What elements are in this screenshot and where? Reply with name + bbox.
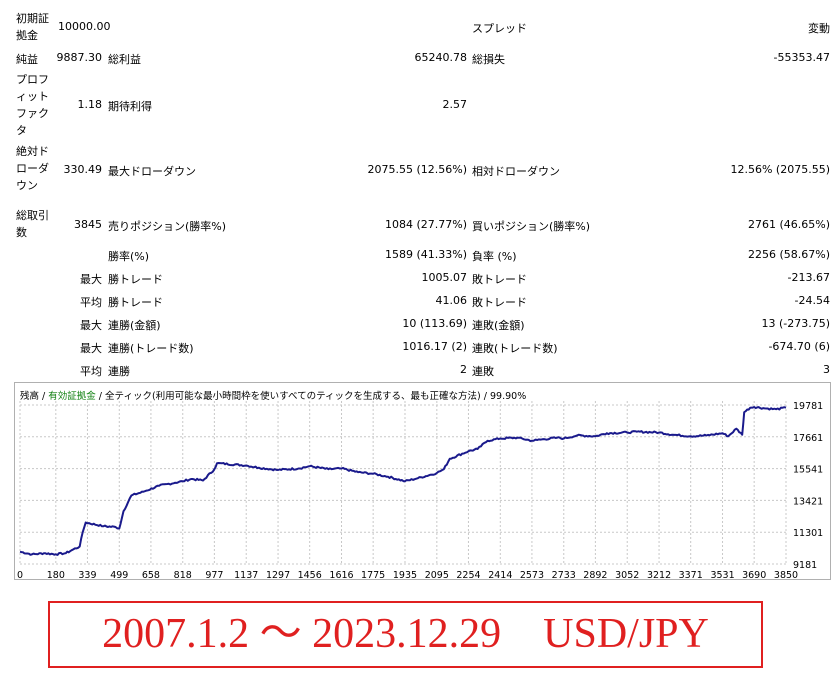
net-profit-label: 純益 [16, 53, 38, 66]
chart-x-tick-label: 1935 [393, 570, 417, 581]
max-drawdown-value: 2075.55 (12.56%) [367, 163, 467, 176]
chart-x-tick-label: 180 [47, 570, 65, 581]
largest-win-value: 1005.07 [421, 271, 468, 284]
average-consec-prefix: 平均 [80, 365, 102, 378]
average-prefix: 平均 [80, 296, 102, 309]
profit-factor-label: プロフィットファクタ [16, 73, 49, 137]
win-rate-value: 1589 (41.33%) [384, 248, 467, 261]
expected-payoff-value: 2.57 [442, 98, 468, 111]
max-consec-wins-amount-label: 連勝(金額) [108, 319, 161, 332]
average-consec-losses-label: 連敗 [472, 365, 494, 378]
average-loss-label: 敗トレード [472, 296, 527, 309]
gross-profit-label: 総利益 [108, 53, 141, 66]
max-consec-wins-count-value: 1016.17 (2) [402, 340, 467, 353]
chart-x-tick-label: 1137 [234, 570, 258, 581]
loss-rate-value: 2256 (58.67%) [747, 248, 830, 261]
average-loss-value: -24.54 [794, 294, 830, 307]
chart-x-tick-label: 3690 [742, 570, 766, 581]
max-consec-wins-count-label: 連勝(トレード数) [108, 342, 194, 355]
chart-y-tick-label: 13421 [793, 496, 823, 507]
long-positions-label: 買いポジション(勝率%) [472, 220, 591, 233]
max-consec-losses-amount-label: 連敗(金額) [472, 319, 525, 332]
chart-x-tick-label: 658 [142, 570, 160, 581]
net-profit-value: 9887.30 [56, 51, 103, 64]
absolute-drawdown-label: 絶対ドローダウン [16, 145, 49, 192]
max-consec-amount-prefix: 最大 [80, 319, 102, 332]
max-consec-losses-count-value: -674.70 (6) [768, 340, 830, 353]
largest-loss-label: 敗トレード [472, 273, 527, 286]
short-positions-label: 売りポジション(勝率%) [108, 220, 227, 233]
legend-separator: / [480, 391, 491, 402]
average-win-label: 勝トレード [108, 296, 163, 309]
spread-value: 変動 [808, 22, 830, 35]
chart-x-tick-label: 2254 [456, 570, 480, 581]
chart-y-tick-label: 11301 [793, 528, 823, 539]
average-consec-losses-value: 3 [823, 363, 830, 376]
average-consec-wins-label: 連勝 [108, 365, 130, 378]
chart-x-tick-label: 2573 [520, 570, 544, 581]
largest-loss-value: -213.67 [787, 271, 830, 284]
initial-deposit-value: 10000.00 [58, 20, 111, 33]
balance-chart: 0 180 339 499 658 818 977 1137 1297 1456 1616 1775 1… [17, 401, 823, 581]
chart-x-tick-label: 499 [110, 570, 128, 581]
chart-x-tick-label: 3371 [679, 570, 703, 581]
gross-loss-value: -55353.47 [773, 51, 830, 64]
chart-x-tick-label: 1456 [298, 570, 322, 581]
max-consec-losses-amount-value: 13 (-273.75) [761, 317, 830, 330]
chart-x-tick-label: 3052 [615, 570, 639, 581]
chart-y-tick-label: 9181 [793, 560, 817, 571]
gross-profit-value: 65240.78 [414, 51, 468, 64]
max-consec-count-prefix: 最大 [80, 342, 102, 355]
loss-rate-label: 負率 (%) [472, 250, 517, 263]
chart-x-tick-label: 3850 [774, 570, 798, 581]
spread-label: スプレッド [472, 22, 527, 35]
largest-prefix: 最大 [80, 273, 102, 286]
chart-y-tick-label: 15541 [793, 465, 823, 476]
expected-payoff-label: 期待利得 [108, 100, 152, 113]
gross-loss-label: 総損失 [472, 53, 505, 66]
chart-x-tick-label: 2414 [488, 570, 512, 581]
total-trades-value: 3845 [74, 218, 102, 231]
legend-model: 全ティック(利用可能な最小時間枠を使いすべてのティックを生成する、最も正確な方法… [105, 391, 481, 402]
max-consec-wins-amount-value: 10 (113.69) [402, 317, 467, 330]
largest-win-label: 勝トレード [108, 273, 163, 286]
chart-legend: 残高 / 有効証拠金 / 全ティック(利用可能な最小時間枠を使いすべてのティック… [20, 388, 526, 402]
initial-deposit-label: 初期証拠金 [16, 12, 49, 42]
legend-separator: / [95, 391, 106, 402]
chart-x-tick-label: 818 [174, 570, 192, 581]
balance-chart-frame [14, 382, 831, 580]
legend-equity: 有効証拠金 [48, 391, 96, 402]
absolute-drawdown-value: 330.49 [63, 163, 103, 176]
chart-x-tick-label: 2095 [425, 570, 449, 581]
test-period-banner: 2007.1.2 ～ 2023.12.29 USD/JPY [48, 601, 763, 668]
legend-quality: 99.90% [490, 391, 527, 402]
total-trades-label: 総取引数 [16, 209, 49, 239]
chart-y-tick-label: 19781 [793, 401, 823, 412]
win-rate-label: 勝率(%) [108, 250, 150, 263]
chart-series-balance-line [19, 406, 787, 556]
chart-x-tick-label: 1297 [266, 570, 290, 581]
relative-drawdown-value: 12.56% (2075.55) [730, 163, 830, 176]
average-consec-wins-value: 2 [460, 363, 467, 376]
chart-x-tick-label: 2892 [583, 570, 607, 581]
average-win-value: 41.06 [435, 294, 468, 307]
short-positions-value: 1084 (27.77%) [384, 218, 467, 231]
chart-x-tick-label: 1616 [329, 570, 353, 581]
max-drawdown-label: 最大ドローダウン [108, 165, 196, 178]
legend-balance: 残高 [20, 391, 40, 402]
chart-x-tick-label: 3531 [710, 570, 734, 581]
long-positions-value: 2761 (46.65%) [747, 218, 830, 231]
max-consec-losses-count-label: 連敗(トレード数) [472, 342, 558, 355]
profit-factor-value: 1.18 [77, 98, 103, 111]
chart-x-tick-label: 2733 [552, 570, 576, 581]
legend-separator: / [39, 391, 49, 402]
chart-x-tick-label: 977 [205, 570, 223, 581]
chart-x-tick-label: 0 [17, 570, 23, 581]
chart-x-tick-label: 3212 [647, 570, 671, 581]
chart-x-tick-label: 1775 [361, 570, 385, 581]
relative-drawdown-label: 相対ドローダウン [472, 165, 560, 178]
chart-y-tick-label: 17661 [793, 433, 823, 444]
chart-x-tick-label: 339 [78, 570, 96, 581]
